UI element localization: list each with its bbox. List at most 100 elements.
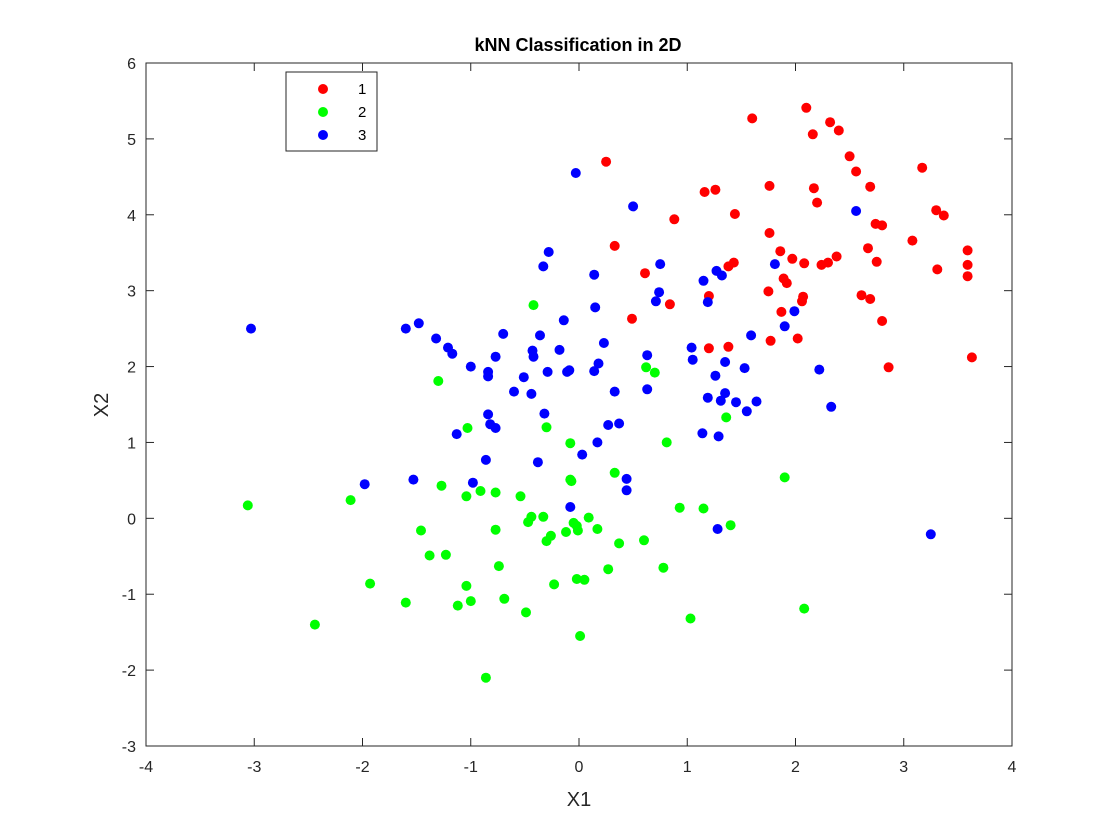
data-point xyxy=(661,437,672,448)
data-point xyxy=(498,328,509,339)
data-point xyxy=(480,454,491,465)
data-point xyxy=(490,524,501,535)
data-point xyxy=(598,338,609,348)
data-point xyxy=(575,631,586,641)
series-2 xyxy=(242,300,810,683)
data-point xyxy=(490,423,501,433)
data-point xyxy=(447,348,458,359)
data-point xyxy=(431,333,442,344)
data-point xyxy=(642,384,653,395)
data-point xyxy=(764,228,775,238)
data-point xyxy=(593,358,604,369)
legend-marker xyxy=(318,107,328,117)
data-point xyxy=(614,418,625,429)
data-point xyxy=(925,529,936,540)
x-axis: -4 -3 -2 -1 0 1 2 3 4 xyxy=(139,63,1017,776)
y-tick-label: 5 xyxy=(127,132,136,149)
data-point xyxy=(781,278,792,289)
x-tick-label: 1 xyxy=(683,759,692,776)
data-point xyxy=(702,392,713,403)
y-tick-label: -3 xyxy=(122,739,136,756)
legend-box xyxy=(285,71,378,152)
data-point xyxy=(526,388,537,399)
data-point xyxy=(801,102,812,113)
data-point xyxy=(769,259,780,270)
data-point xyxy=(787,253,798,264)
data-point xyxy=(710,370,721,381)
data-point xyxy=(833,125,844,136)
data-point xyxy=(877,220,888,231)
data-point xyxy=(572,525,583,536)
data-point xyxy=(609,386,620,397)
data-point xyxy=(703,343,714,354)
data-point xyxy=(698,503,709,514)
data-point xyxy=(475,486,486,496)
data-point xyxy=(938,210,949,221)
data-point xyxy=(713,431,724,442)
data-point xyxy=(674,502,685,513)
chart-title: kNN Classification in 2D xyxy=(474,35,681,55)
data-point xyxy=(628,201,639,212)
legend-label: 2 xyxy=(358,104,366,121)
data-point xyxy=(720,388,731,399)
data-point xyxy=(642,350,653,361)
data-point xyxy=(799,258,810,269)
data-point xyxy=(621,485,632,496)
plot-area xyxy=(145,62,1013,747)
data-point xyxy=(564,365,575,376)
data-point xyxy=(779,472,790,483)
data-point xyxy=(650,296,661,307)
data-point xyxy=(526,511,537,522)
data-point xyxy=(493,561,504,572)
data-point xyxy=(654,287,665,298)
data-point xyxy=(831,251,842,262)
data-point xyxy=(865,181,876,192)
data-point xyxy=(844,151,855,162)
data-point xyxy=(697,428,708,439)
data-point xyxy=(490,351,501,362)
data-point xyxy=(751,396,762,407)
data-point xyxy=(747,113,758,124)
data-point xyxy=(242,500,253,511)
data-point xyxy=(579,574,590,585)
data-point xyxy=(589,269,600,280)
data-point xyxy=(451,429,462,440)
data-point xyxy=(962,271,973,282)
data-point xyxy=(712,524,723,534)
data-point xyxy=(798,291,809,302)
data-point xyxy=(509,386,519,397)
data-point xyxy=(716,270,727,281)
data-point xyxy=(462,423,473,433)
data-point xyxy=(483,371,494,382)
data-point xyxy=(601,156,612,167)
data-point xyxy=(467,477,478,488)
data-point xyxy=(871,256,882,267)
data-point xyxy=(710,184,721,195)
data-point xyxy=(639,535,649,546)
data-point xyxy=(966,352,977,363)
data-point xyxy=(590,302,601,313)
data-point xyxy=(731,397,741,408)
y-tick-label: 1 xyxy=(127,435,136,452)
data-point xyxy=(515,491,526,502)
data-point xyxy=(856,290,867,301)
data-point xyxy=(565,502,576,512)
data-point xyxy=(400,597,411,608)
legend-marker xyxy=(318,130,328,140)
data-point xyxy=(931,205,942,216)
data-point xyxy=(627,313,637,324)
data-point xyxy=(763,286,774,297)
data-point xyxy=(907,235,918,246)
data-point xyxy=(917,162,928,173)
y-axis: -3 -2 -1 0 1 2 3 4 5 6 xyxy=(122,56,1012,756)
data-point xyxy=(465,596,476,607)
data-point xyxy=(669,214,680,225)
data-point xyxy=(823,257,833,268)
data-point xyxy=(433,376,444,386)
data-point xyxy=(480,672,491,683)
data-point xyxy=(664,299,675,310)
data-point xyxy=(792,333,803,344)
y-tick-label: -1 xyxy=(122,587,136,604)
data-point xyxy=(826,401,837,412)
data-point xyxy=(543,247,554,257)
